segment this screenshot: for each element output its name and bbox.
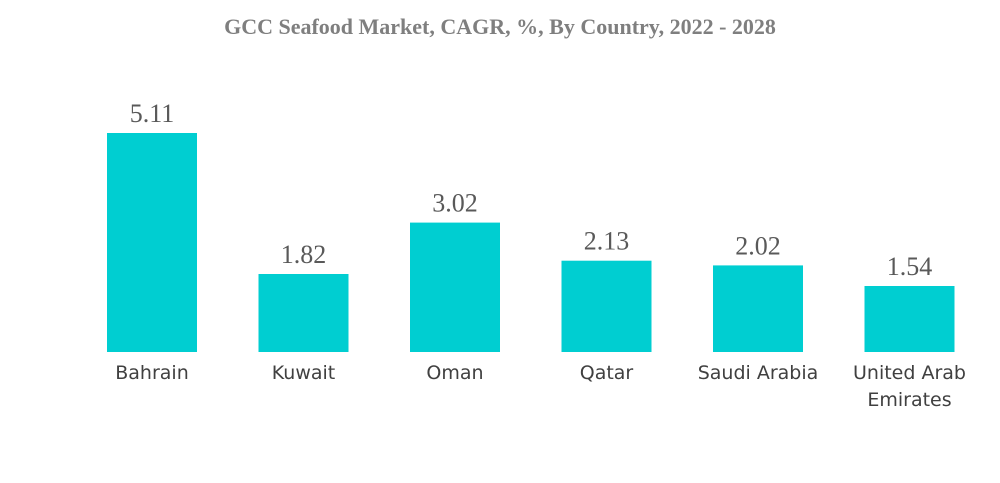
bar-oman	[410, 222, 500, 352]
bar-united-arab-emirates	[864, 286, 955, 352]
x-tick-label: United Arab	[853, 362, 966, 384]
bar-saudi-arabia	[713, 265, 803, 352]
x-tick-label: Emirates	[867, 389, 951, 411]
x-tick-label: Oman	[426, 362, 483, 384]
bar-bahrain	[107, 133, 197, 352]
chart-title: GCC Seafood Market, CAGR, %, By Country,…	[224, 14, 776, 39]
data-label: 1.82	[281, 240, 327, 269]
x-tick-label: Bahrain	[115, 362, 189, 384]
bar-qatar	[561, 260, 652, 352]
x-tick-label: Kuwait	[272, 362, 335, 384]
bar-kuwait	[258, 274, 349, 352]
data-label: 3.02	[432, 189, 478, 218]
x-tick-label: Saudi Arabia	[698, 362, 819, 384]
data-label: 5.11	[130, 99, 175, 128]
data-label: 1.54	[887, 252, 933, 281]
x-tick-label: Qatar	[580, 362, 634, 384]
data-label: 2.13	[584, 227, 630, 256]
data-label: 2.02	[735, 231, 781, 260]
